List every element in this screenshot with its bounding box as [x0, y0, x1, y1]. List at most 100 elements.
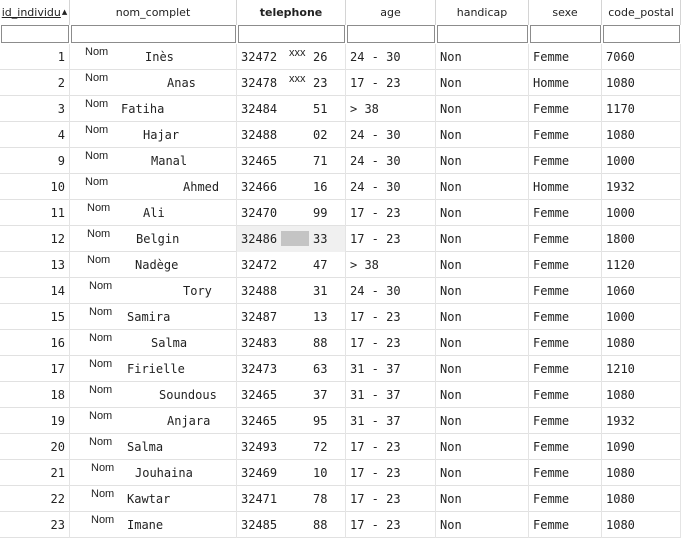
cell-sexe[interactable]: Femme: [529, 460, 602, 486]
cell-age[interactable]: 17 - 23: [346, 304, 436, 330]
cell-nom-complet[interactable]: Nom Ali: [70, 200, 237, 226]
cell-id-individu[interactable]: 2: [0, 70, 70, 96]
column-header-nom-complet[interactable]: nom_complet: [70, 0, 237, 25]
cell-age[interactable]: 31 - 37: [346, 356, 436, 382]
cell-code-postal[interactable]: 1080: [602, 70, 681, 96]
table-row[interactable]: 13 Nom Nadège 32472 47 > 38 Non Femme 1120: [0, 252, 681, 278]
cell-handicap[interactable]: Non: [436, 200, 529, 226]
cell-telephone[interactable]: 32471 78: [237, 486, 346, 512]
cell-code-postal[interactable]: 1080: [602, 460, 681, 486]
cell-id-individu[interactable]: 23: [0, 512, 70, 538]
cell-age[interactable]: 24 - 30: [346, 122, 436, 148]
table-row[interactable]: 15 Nom Samira 32487 13 17 - 23 Non Femme 1000: [0, 304, 681, 330]
cell-nom-complet[interactable]: Nom Firielle: [70, 356, 237, 382]
cell-id-individu[interactable]: 9: [0, 148, 70, 174]
cell-nom-complet[interactable]: Nom Belgin: [70, 226, 237, 252]
cell-age[interactable]: 17 - 23: [346, 434, 436, 460]
cell-id-individu[interactable]: 13: [0, 252, 70, 278]
cell-nom-complet[interactable]: Nom Salma: [70, 330, 237, 356]
cell-id-individu[interactable]: 22: [0, 486, 70, 512]
cell-code-postal[interactable]: 1080: [602, 512, 681, 538]
cell-telephone[interactable]: 32465 95: [237, 408, 346, 434]
cell-telephone[interactable]: 32483 88: [237, 330, 346, 356]
cell-handicap[interactable]: Non: [436, 382, 529, 408]
cell-code-postal[interactable]: 1090: [602, 434, 681, 460]
table-row[interactable]: 1 Nom Inès 32472 xxx 26 24 - 30 Non Femme 7060: [0, 44, 681, 70]
cell-sexe[interactable]: Femme: [529, 226, 602, 252]
cell-telephone[interactable]: 32487 13: [237, 304, 346, 330]
cell-handicap[interactable]: Non: [436, 512, 529, 538]
cell-id-individu[interactable]: 4: [0, 122, 70, 148]
table-row[interactable]: 12 Nom Belgin 32486 33 17 - 23 Non Femme 1800: [0, 226, 681, 252]
cell-nom-complet[interactable]: Nom Salma: [70, 434, 237, 460]
cell-code-postal[interactable]: 1170: [602, 96, 681, 122]
cell-nom-complet[interactable]: Nom Jouhaina: [70, 460, 237, 486]
cell-sexe[interactable]: Homme: [529, 70, 602, 96]
cell-sexe[interactable]: Femme: [529, 356, 602, 382]
cell-code-postal[interactable]: 1000: [602, 304, 681, 330]
column-header-handicap[interactable]: handicap: [436, 0, 529, 25]
cell-id-individu[interactable]: 20: [0, 434, 70, 460]
cell-handicap[interactable]: Non: [436, 460, 529, 486]
cell-id-individu[interactable]: 17: [0, 356, 70, 382]
filter-input-code-postal[interactable]: [603, 25, 680, 43]
cell-handicap[interactable]: Non: [436, 408, 529, 434]
cell-telephone[interactable]: 32472 xxx 26: [237, 44, 346, 70]
cell-id-individu[interactable]: 21: [0, 460, 70, 486]
cell-telephone[interactable]: 32486 33: [237, 226, 346, 252]
cell-handicap[interactable]: Non: [436, 434, 529, 460]
cell-telephone[interactable]: 32484 51: [237, 96, 346, 122]
cell-age[interactable]: 17 - 23: [346, 486, 436, 512]
table-row[interactable]: 10 Nom Ahmed 32466 16 24 - 30 Non Homme 1932: [0, 174, 681, 200]
cell-nom-complet[interactable]: Nom Anjara: [70, 408, 237, 434]
cell-code-postal[interactable]: 1080: [602, 486, 681, 512]
cell-nom-complet[interactable]: Nom Anas: [70, 70, 237, 96]
cell-nom-complet[interactable]: Nom Manal: [70, 148, 237, 174]
cell-age[interactable]: 17 - 23: [346, 226, 436, 252]
column-header-age[interactable]: age: [346, 0, 436, 25]
cell-code-postal[interactable]: 1000: [602, 148, 681, 174]
cell-telephone[interactable]: 32466 16: [237, 174, 346, 200]
cell-sexe[interactable]: Femme: [529, 278, 602, 304]
cell-id-individu[interactable]: 10: [0, 174, 70, 200]
cell-sexe[interactable]: Femme: [529, 330, 602, 356]
cell-age[interactable]: 24 - 30: [346, 44, 436, 70]
table-row[interactable]: 20 Nom Salma 32493 72 17 - 23 Non Femme 1090: [0, 434, 681, 460]
cell-telephone[interactable]: 32478 xxx 23: [237, 70, 346, 96]
table-row[interactable]: 4 Nom Hajar 32488 02 24 - 30 Non Femme 1080: [0, 122, 681, 148]
cell-sexe[interactable]: Femme: [529, 252, 602, 278]
cell-id-individu[interactable]: 15: [0, 304, 70, 330]
cell-age[interactable]: 17 - 23: [346, 512, 436, 538]
cell-nom-complet[interactable]: Nom Nadège: [70, 252, 237, 278]
cell-sexe[interactable]: Femme: [529, 304, 602, 330]
cell-code-postal[interactable]: 1120: [602, 252, 681, 278]
table-row[interactable]: 19 Nom Anjara 32465 95 31 - 37 Non Femme 1932: [0, 408, 681, 434]
cell-sexe[interactable]: Femme: [529, 486, 602, 512]
table-row[interactable]: 14 Nom Tory 32488 31 24 - 30 Non Femme 1060: [0, 278, 681, 304]
cell-sexe[interactable]: Femme: [529, 408, 602, 434]
cell-nom-complet[interactable]: Nom Kawtar: [70, 486, 237, 512]
table-row[interactable]: 2 Nom Anas 32478 xxx 23 17 - 23 Non Homme 1080: [0, 70, 681, 96]
cell-telephone[interactable]: 32472 47: [237, 252, 346, 278]
cell-telephone[interactable]: 32470 99: [237, 200, 346, 226]
cell-id-individu[interactable]: 14: [0, 278, 70, 304]
cell-telephone[interactable]: 32485 88: [237, 512, 346, 538]
cell-code-postal[interactable]: 7060: [602, 44, 681, 70]
cell-code-postal[interactable]: 1932: [602, 174, 681, 200]
filter-input-telephone[interactable]: [238, 25, 345, 43]
cell-nom-complet[interactable]: Nom Soundous: [70, 382, 237, 408]
table-row[interactable]: 22 Nom Kawtar 32471 78 17 - 23 Non Femme 1080: [0, 486, 681, 512]
cell-handicap[interactable]: Non: [436, 96, 529, 122]
cell-id-individu[interactable]: 16: [0, 330, 70, 356]
cell-age[interactable]: 24 - 30: [346, 148, 436, 174]
cell-handicap[interactable]: Non: [436, 304, 529, 330]
table-row[interactable]: 11 Nom Ali 32470 99 17 - 23 Non Femme 1000: [0, 200, 681, 226]
cell-nom-complet[interactable]: Nom Samira: [70, 304, 237, 330]
cell-code-postal[interactable]: 1932: [602, 408, 681, 434]
cell-handicap[interactable]: Non: [436, 44, 529, 70]
cell-age[interactable]: 31 - 37: [346, 382, 436, 408]
table-row[interactable]: 21 Nom Jouhaina 32469 10 17 - 23 Non Femme 1080: [0, 460, 681, 486]
cell-telephone[interactable]: 32465 71: [237, 148, 346, 174]
cell-handicap[interactable]: Non: [436, 252, 529, 278]
cell-handicap[interactable]: Non: [436, 70, 529, 96]
